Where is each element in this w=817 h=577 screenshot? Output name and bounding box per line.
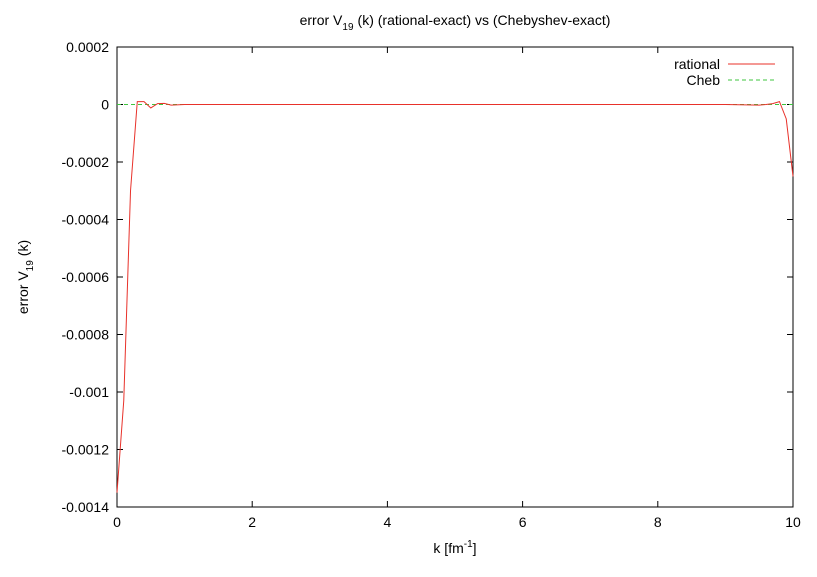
x-tick-label: 10 (785, 514, 801, 530)
chart-title: error V19 (k) (rational-exact) vs (Chebys… (300, 12, 611, 33)
x-label-superscript: -1 (464, 539, 473, 550)
y-tick-label: 0 (101, 97, 109, 113)
series-line (116, 101, 794, 493)
title-part: (k) (rational-exact) vs (Chebyshev-exact… (358, 12, 611, 28)
y-tick-label: -0.0006 (62, 269, 110, 285)
x-tick-label: 4 (384, 514, 392, 530)
y-label-subscript: 19 (25, 260, 36, 272)
x-tick-label: 2 (248, 514, 256, 530)
title-part: error V (300, 12, 343, 28)
y-label-part: error V (15, 271, 31, 314)
legend-label: Cheb (687, 72, 721, 88)
y-tick-label: -0.0008 (62, 327, 110, 343)
plot-frame (116, 46, 794, 508)
y-label-part: (k) (15, 240, 31, 256)
y-tick-label: 0.0002 (66, 39, 109, 55)
y-tick-label: -0.0002 (62, 154, 110, 170)
y-tick-label: -0.001 (69, 384, 109, 400)
y-axis-label: error V19 (k) (15, 240, 36, 314)
y-tick-label: -0.0012 (62, 442, 110, 458)
x-tick-label: 0 (113, 514, 121, 530)
title-subscript: 19 (342, 22, 354, 33)
x-tick-label: 8 (654, 514, 662, 530)
x-axis-label: k [fm-1] (433, 539, 476, 556)
y-tick-label: -0.0014 (62, 499, 110, 515)
legend-label: rational (674, 56, 720, 72)
x-label-part: k [fm (433, 540, 463, 556)
x-label-part: ] (473, 540, 477, 556)
x-tick-label: 6 (519, 514, 527, 530)
y-tick-label: -0.0004 (62, 212, 110, 228)
